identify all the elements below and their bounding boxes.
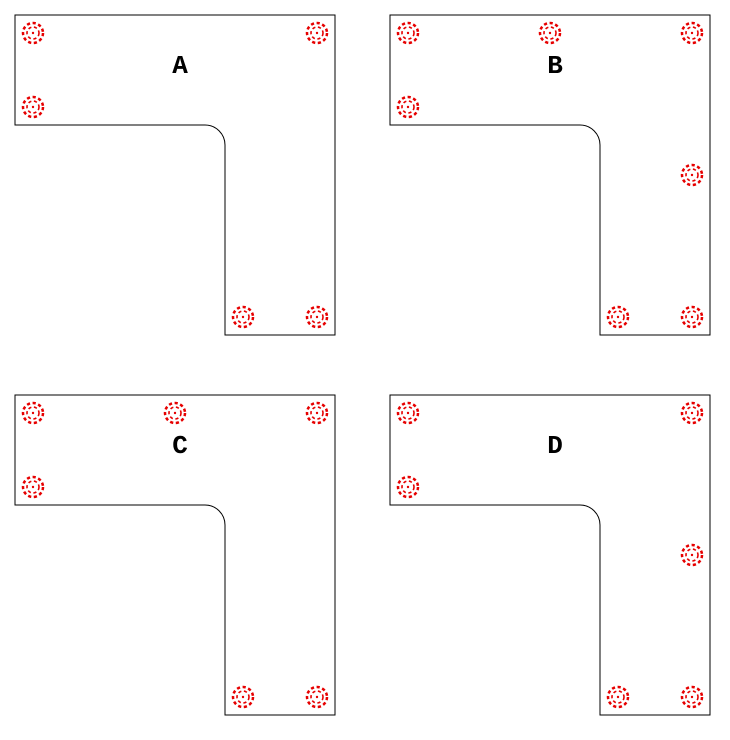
diagram-canvas: A B C D xyxy=(0,0,730,740)
anchor-marker-icon xyxy=(682,687,702,707)
anchor-marker-icon xyxy=(398,477,418,497)
anchor-marker-icon xyxy=(233,687,253,707)
anchor-marker-icon xyxy=(608,307,628,327)
anchor-marker-icon xyxy=(233,307,253,327)
anchor-marker-icon xyxy=(682,23,702,43)
anchor-marker-icon xyxy=(398,97,418,117)
panel-c: C xyxy=(15,395,335,715)
anchor-marker-icon xyxy=(682,545,702,565)
anchor-marker-icon xyxy=(165,403,185,423)
anchor-marker-icon xyxy=(307,23,327,43)
panel-b: B xyxy=(390,15,710,335)
anchor-marker-icon xyxy=(398,403,418,423)
anchor-marker-icon xyxy=(540,23,560,43)
anchor-marker-icon xyxy=(682,165,702,185)
panel-d: D xyxy=(390,395,710,715)
anchor-marker-icon xyxy=(307,307,327,327)
anchor-marker-icon xyxy=(307,687,327,707)
panel-label: C xyxy=(172,431,188,461)
panel-label: B xyxy=(547,51,563,81)
anchor-marker-icon xyxy=(398,23,418,43)
anchor-marker-icon xyxy=(23,477,43,497)
panel-label: A xyxy=(172,51,188,81)
anchor-marker-icon xyxy=(23,23,43,43)
anchor-marker-icon xyxy=(682,403,702,423)
panel-a: A xyxy=(15,15,335,335)
anchor-marker-icon xyxy=(23,97,43,117)
anchor-marker-icon xyxy=(23,403,43,423)
anchor-marker-icon xyxy=(682,307,702,327)
panel-label: D xyxy=(547,431,563,461)
anchor-marker-icon xyxy=(608,687,628,707)
anchor-marker-icon xyxy=(307,403,327,423)
